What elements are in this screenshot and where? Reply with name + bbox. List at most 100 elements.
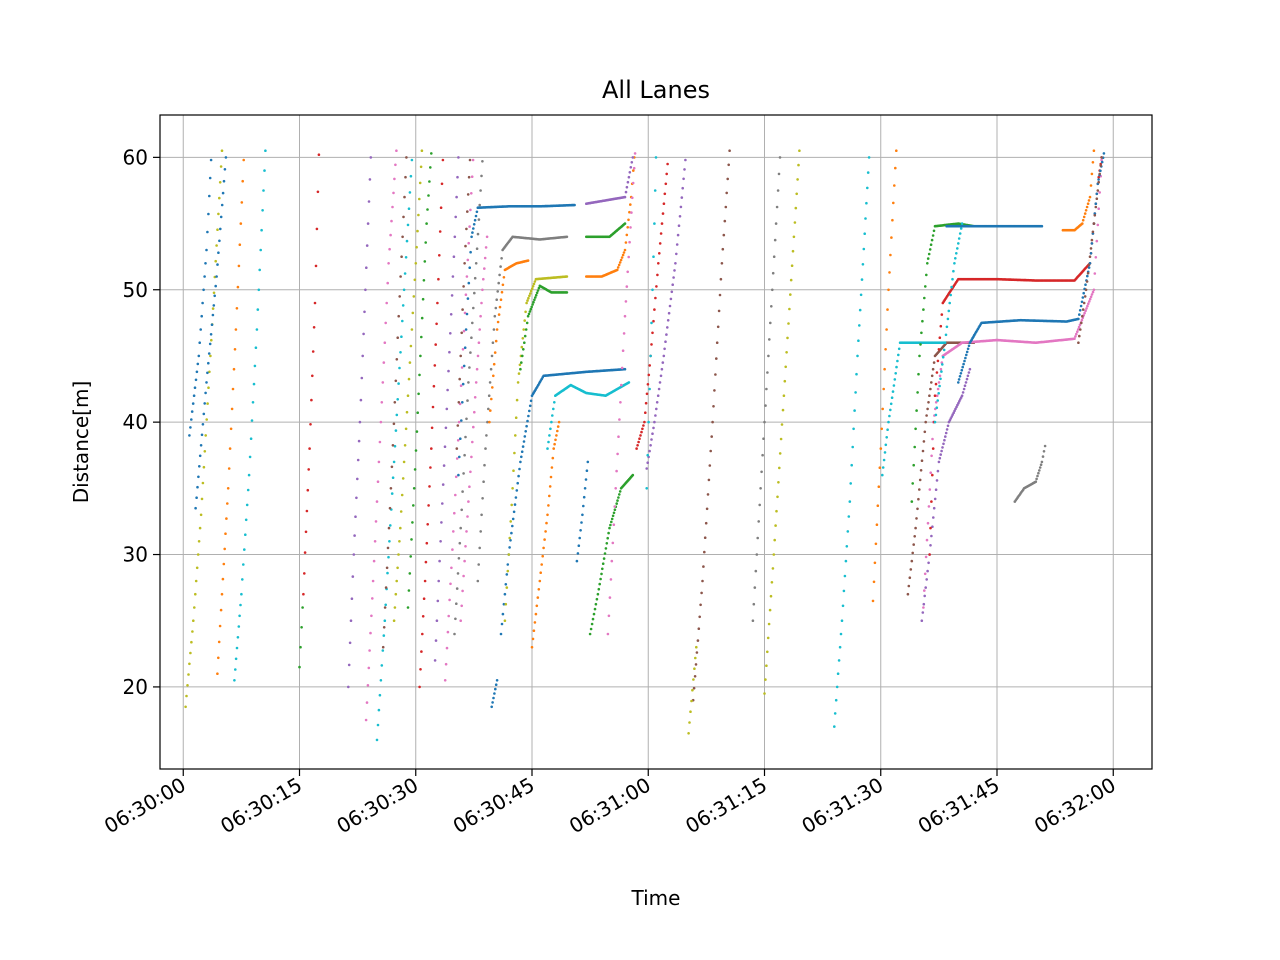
- data-point: [613, 505, 616, 508]
- data-point: [842, 605, 845, 608]
- data-point: [1087, 302, 1090, 305]
- data-point: [206, 231, 209, 234]
- data-point: [483, 267, 486, 270]
- data-point: [1087, 272, 1090, 275]
- data-point: [472, 159, 475, 162]
- data-point: [555, 434, 558, 437]
- data-point: [433, 385, 436, 388]
- data-point: [911, 552, 914, 555]
- data-point: [512, 469, 515, 472]
- data-point: [897, 354, 900, 357]
- data-point: [471, 441, 474, 444]
- data-point: [386, 567, 389, 570]
- data-point: [692, 678, 695, 681]
- data-point: [313, 326, 316, 329]
- data-point: [890, 236, 893, 239]
- data-point: [417, 214, 420, 217]
- data-point: [645, 402, 648, 405]
- data-point: [453, 633, 456, 636]
- data-point: [454, 236, 457, 239]
- data-point: [922, 450, 925, 453]
- data-point: [454, 494, 457, 497]
- data-point: [578, 537, 581, 540]
- data-point: [1081, 319, 1084, 322]
- data-point: [474, 396, 477, 399]
- data-point: [1095, 256, 1098, 259]
- data-point: [609, 596, 612, 599]
- data-point: [671, 291, 674, 294]
- data-point: [468, 282, 471, 285]
- data-point: [660, 232, 663, 235]
- data-point: [238, 625, 241, 628]
- data-point: [626, 186, 629, 189]
- data-point: [930, 243, 933, 246]
- data-point: [413, 487, 416, 490]
- data-point: [1103, 152, 1106, 155]
- data-point: [195, 379, 198, 382]
- data-point: [663, 348, 666, 351]
- data-point: [461, 366, 464, 369]
- data-point: [925, 556, 928, 559]
- data-point: [217, 251, 220, 254]
- data-point: [222, 578, 225, 581]
- data-point: [442, 483, 445, 486]
- data-point: [728, 149, 731, 152]
- data-point: [942, 443, 945, 446]
- data-point: [653, 222, 656, 225]
- data-point: [938, 381, 941, 384]
- data-point: [210, 333, 213, 336]
- data-point: [357, 459, 360, 462]
- data-point: [915, 409, 918, 412]
- data-point: [392, 444, 395, 447]
- data-point: [616, 499, 619, 502]
- data-point: [200, 315, 203, 318]
- data-point: [421, 633, 424, 636]
- data-point: [940, 370, 943, 373]
- data-point: [948, 310, 951, 313]
- data-point: [304, 551, 307, 554]
- data-point: [493, 363, 496, 366]
- data-point: [941, 313, 944, 316]
- data-point: [460, 384, 463, 387]
- data-point: [482, 480, 485, 483]
- data-point: [457, 156, 460, 159]
- data-point: [465, 328, 468, 331]
- data-point: [943, 349, 946, 352]
- data-point: [309, 423, 312, 426]
- data-point: [551, 414, 554, 417]
- data-point: [874, 562, 877, 565]
- data-point: [221, 204, 224, 207]
- data-point: [937, 360, 940, 363]
- data-point: [447, 615, 450, 618]
- data-point: [467, 242, 470, 245]
- data-point: [535, 294, 538, 297]
- data-point: [952, 270, 955, 273]
- data-point: [509, 520, 512, 523]
- data-point: [893, 184, 896, 187]
- data-point: [624, 368, 627, 371]
- data-point: [1092, 161, 1095, 164]
- data-point: [210, 339, 213, 342]
- data-point: [1087, 202, 1090, 205]
- data-point: [940, 325, 943, 328]
- data-point: [1093, 149, 1096, 152]
- data-point: [392, 192, 395, 195]
- data-point: [880, 447, 883, 450]
- data-point: [510, 532, 513, 535]
- data-point: [763, 692, 766, 695]
- data-point: [420, 650, 423, 653]
- data-point: [426, 208, 429, 211]
- data-point: [318, 153, 321, 156]
- data-point: [458, 401, 461, 404]
- data-point: [591, 623, 594, 626]
- data-point: [1091, 239, 1094, 242]
- data-point: [931, 474, 934, 477]
- data-point: [458, 378, 461, 381]
- data-point: [923, 595, 926, 598]
- data-point: [395, 593, 398, 596]
- data-point: [500, 257, 503, 260]
- data-point: [650, 343, 653, 346]
- data-point: [364, 289, 367, 292]
- data-point: [858, 324, 861, 327]
- data-point: [225, 156, 228, 159]
